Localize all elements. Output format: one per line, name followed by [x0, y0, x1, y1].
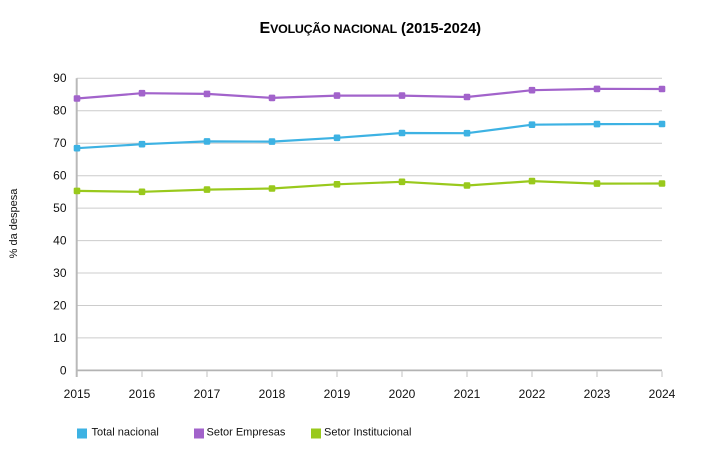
svg-text:20: 20 — [53, 298, 67, 312]
svg-text:% da despesa: % da despesa — [8, 188, 20, 259]
svg-text:10: 10 — [53, 331, 67, 345]
svg-text:40: 40 — [53, 234, 67, 248]
svg-text:60: 60 — [53, 169, 67, 183]
svg-text:2021: 2021 — [454, 387, 481, 401]
svg-text:Setor Institucional: Setor Institucional — [324, 427, 411, 439]
svg-text:2016: 2016 — [129, 387, 156, 401]
svg-text:2015: 2015 — [64, 387, 91, 401]
svg-text:EVOLUÇÃO NACIONAL (2015-2024): EVOLUÇÃO NACIONAL (2015-2024) — [260, 20, 482, 37]
svg-text:80: 80 — [53, 104, 67, 118]
svg-text:2019: 2019 — [324, 387, 351, 401]
svg-text:2018: 2018 — [259, 387, 286, 401]
svg-text:0: 0 — [60, 363, 67, 377]
svg-text:70: 70 — [53, 136, 67, 150]
svg-text:Total nacional: Total nacional — [92, 427, 159, 439]
svg-text:2017: 2017 — [194, 387, 221, 401]
svg-text:2022: 2022 — [519, 387, 546, 401]
svg-text:Setor Empresas: Setor Empresas — [207, 427, 286, 439]
svg-text:2023: 2023 — [584, 387, 611, 401]
svg-text:90: 90 — [53, 71, 67, 85]
svg-text:50: 50 — [53, 201, 67, 215]
svg-text:30: 30 — [53, 266, 67, 280]
svg-text:2024: 2024 — [649, 387, 676, 401]
svg-text:2020: 2020 — [389, 387, 416, 401]
